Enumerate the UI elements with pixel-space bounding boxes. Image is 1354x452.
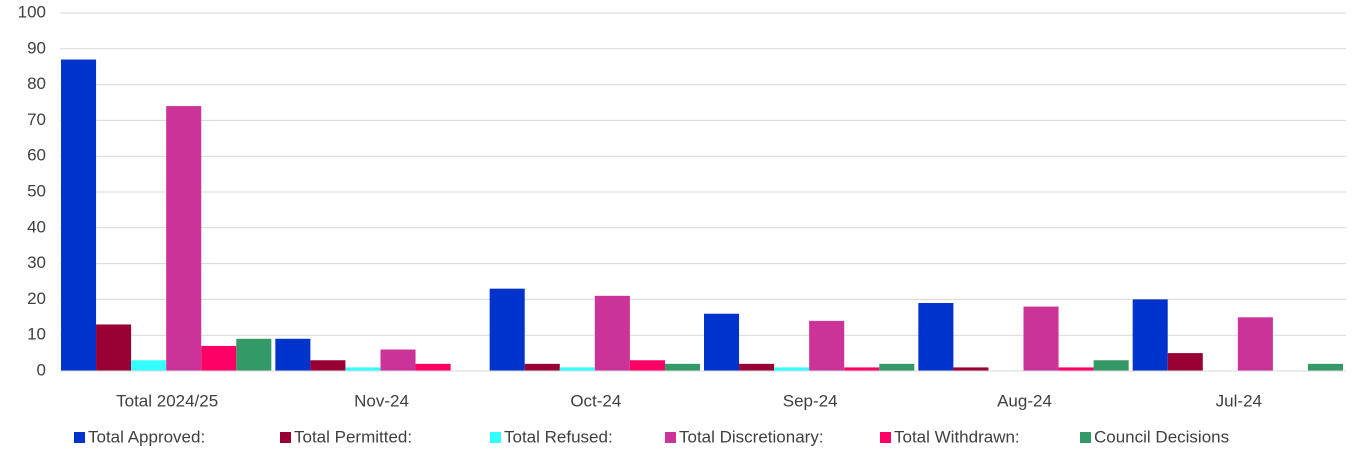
legend-label: Total Refused: (504, 427, 613, 446)
y-tick-label: 30 (27, 253, 46, 272)
legend-swatch (665, 432, 676, 443)
bar (1167, 353, 1203, 371)
bar (739, 363, 775, 371)
y-tick-label: 90 (27, 38, 46, 57)
bar (594, 295, 630, 371)
bar (310, 360, 346, 371)
bar (489, 288, 525, 371)
y-tick-label: 0 (37, 360, 46, 379)
y-tick-label: 80 (27, 74, 46, 93)
bar (1132, 299, 1168, 371)
bar (559, 367, 595, 371)
legend-swatch (490, 432, 501, 443)
y-tick-label: 20 (27, 289, 46, 308)
bar (809, 320, 845, 371)
bar (918, 302, 954, 371)
bar (131, 360, 167, 371)
bar (1058, 367, 1094, 371)
legend-swatch (1080, 432, 1091, 443)
bar (166, 106, 202, 371)
bar (844, 367, 880, 371)
bar (1307, 363, 1343, 371)
bar (524, 363, 560, 371)
bar (953, 367, 989, 371)
x-tick-label: Nov-24 (354, 391, 409, 410)
y-tick-label: 40 (27, 217, 46, 236)
bar (774, 367, 810, 371)
x-tick-label: Oct-24 (570, 391, 621, 410)
y-tick-label: 50 (27, 181, 46, 200)
legend-label: Total Discretionary: (679, 427, 824, 446)
legend-swatch (280, 432, 291, 443)
bar (96, 324, 132, 371)
bar (380, 349, 416, 371)
bar (1023, 306, 1059, 371)
legend-label: Total Approved: (88, 427, 205, 446)
bar (61, 59, 97, 371)
bar (275, 338, 311, 371)
x-tick-label: Total 2024/25 (116, 391, 218, 410)
x-tick-label: Aug-24 (997, 391, 1052, 410)
y-tick-label: 70 (27, 110, 46, 129)
x-tick-label: Sep-24 (783, 391, 838, 410)
bar (345, 367, 381, 371)
x-tick-label: Jul-24 (1216, 391, 1262, 410)
legend-label: Council Decisions (1094, 427, 1229, 446)
bar (201, 345, 237, 371)
bar (1093, 360, 1129, 371)
bar (415, 363, 451, 371)
y-tick-label: 10 (27, 325, 46, 344)
bar (236, 338, 272, 371)
bar (704, 313, 740, 371)
legend-swatch (880, 432, 891, 443)
bar (664, 363, 700, 371)
legend-swatch (74, 432, 85, 443)
legend-label: Total Withdrawn: (894, 427, 1020, 446)
bar (1237, 317, 1273, 371)
bar (629, 360, 665, 371)
y-tick-label: 100 (18, 2, 46, 21)
bar (879, 363, 915, 371)
y-tick-label: 60 (27, 146, 46, 165)
legend-label: Total Permitted: (294, 427, 412, 446)
